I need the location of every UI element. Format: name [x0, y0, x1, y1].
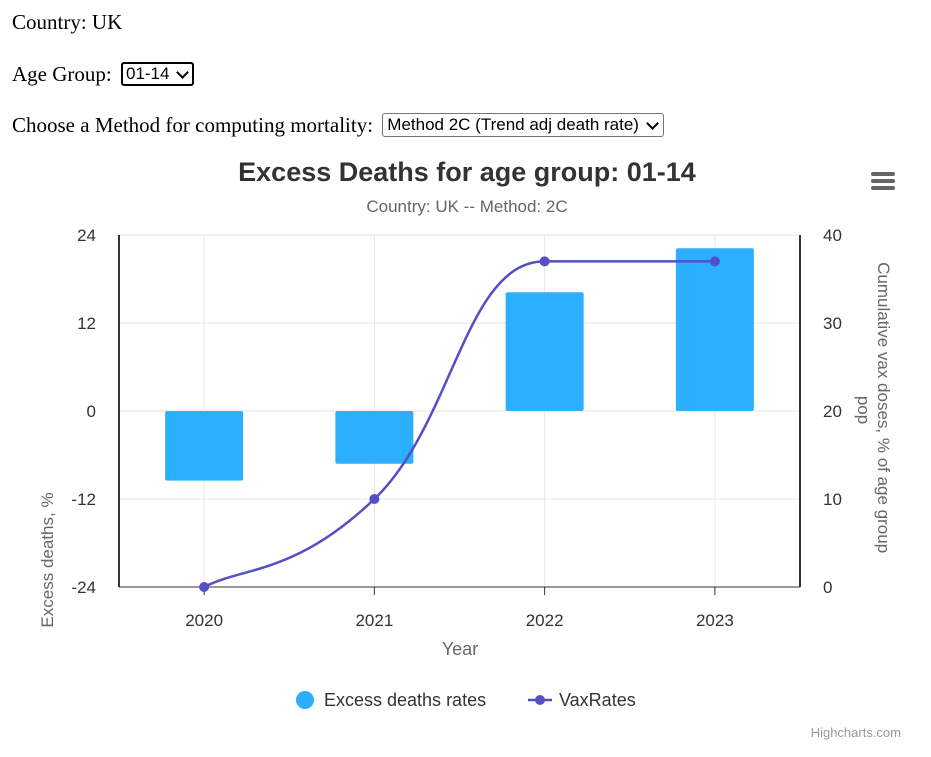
y-left-tick-label: 0	[87, 402, 96, 421]
bar-2023	[675, 248, 754, 411]
method-label: Choose a Method for computing mortality:	[12, 113, 374, 137]
x-tick-label-2023: 2023	[696, 611, 734, 630]
method-selected-value: Method 2C (Trend adj death rate)	[387, 115, 639, 135]
chart-text: -24 -12 0 12 24 0 10 20 30 40 2020 2021 2022 2023	[71, 226, 842, 630]
method-select[interactable]: Method 2C (Trend adj death rate)	[382, 113, 664, 138]
age-group-selected-value: 01-14	[125, 64, 170, 84]
x-axis-title: Year	[442, 639, 478, 659]
x-tick-label-2022: 2022	[526, 611, 564, 630]
x-tick-label-2021: 2021	[355, 611, 393, 630]
legend-symbol-excess-deaths	[296, 691, 314, 709]
column-series	[165, 248, 754, 481]
y-left-tick-label: 24	[77, 226, 96, 245]
y-left-tick-label: 12	[77, 314, 96, 333]
country-line: Country: UK	[12, 10, 122, 34]
chevron-down-icon	[646, 117, 659, 131]
x-tick-label-2020: 2020	[185, 611, 223, 630]
age-group-label: Age Group:	[12, 62, 112, 86]
vaxrates-point-2021	[369, 494, 380, 504]
legend-label-excess-deaths: Excess deaths rates	[324, 690, 486, 710]
bar-2020	[165, 411, 244, 481]
legend: Excess deaths rates VaxRates	[296, 690, 636, 710]
vax-series	[199, 256, 720, 592]
y-right-tick-label: 20	[823, 402, 842, 421]
y-axis-right-title-line-2: pop	[854, 396, 873, 424]
bar-2022	[505, 292, 584, 411]
y-right-tick-label: 10	[823, 490, 842, 509]
vaxrates-point-2022	[539, 256, 550, 267]
y-left-tick-label: -12	[71, 490, 96, 509]
y-left-tick-label: -24	[71, 578, 96, 597]
y-right-tick-label: 30	[823, 314, 842, 333]
credits-link[interactable]: Highcharts.com	[811, 725, 901, 740]
vaxrates-point-2020	[199, 582, 210, 592]
age-group-select[interactable]: 01-14	[120, 62, 195, 87]
y-axis-right-title-line-1: Cumulative vax doses, % of age group	[874, 262, 893, 553]
excess-deaths-chart: -24 -12 0 12 24 0 10 20 30 40 2020 2021 2022 2023 Exc…	[38, 157, 901, 740]
age-group-row: Age Group: 01-14	[12, 62, 195, 88]
y-right-tick-label: 0	[823, 578, 832, 597]
chart-title: Excess Deaths for age group: 01-14	[238, 157, 696, 187]
vaxrates-line	[203, 260, 715, 589]
chevron-down-icon	[176, 66, 190, 80]
legend-symbol-vaxrates-marker	[535, 695, 545, 705]
chart-subtitle: Country: UK -- Method: 2C	[366, 197, 567, 216]
method-row: Choose a Method for computing mortality:…	[12, 113, 664, 139]
legend-label-vaxrates: VaxRates	[559, 690, 636, 710]
y-right-tick-label: 40	[823, 226, 842, 245]
y-axis-left-title: Excess deaths, %	[38, 492, 57, 627]
bar-2021	[335, 411, 414, 464]
y-axis-right-title: Cumulative vax doses, % of age group pop	[854, 262, 893, 558]
country-label: Country: UK	[12, 10, 123, 34]
chart-container: -24 -12 0 12 24 0 10 20 30 40 2020 2021 2022 2023 Exc…	[0, 150, 931, 750]
vaxrates-point-2023	[709, 256, 720, 267]
hamburger-menu-icon[interactable]	[868, 168, 898, 194]
